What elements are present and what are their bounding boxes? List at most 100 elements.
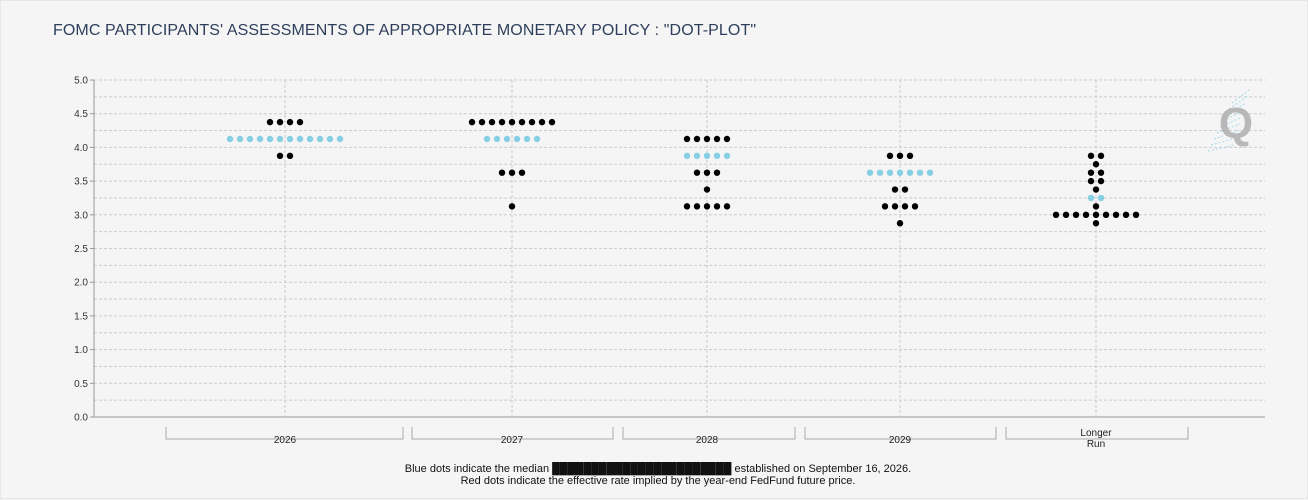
participant-dot	[296, 118, 304, 126]
participant-dot	[468, 118, 476, 126]
median-dot	[906, 169, 914, 176]
category-label: 2027	[501, 435, 524, 446]
median-dot	[866, 169, 874, 176]
y-tick-label: 0.0	[74, 413, 88, 424]
red-dots-note: Red dots indicate the effective rate imp…	[460, 475, 856, 487]
participant-dot	[1102, 211, 1110, 218]
participant-dot	[1072, 211, 1080, 218]
participant-dot	[1097, 169, 1105, 176]
q-logo: Q	[1207, 88, 1253, 152]
participant-dot	[886, 152, 894, 160]
participant-dot	[881, 203, 889, 210]
participant-dot	[683, 135, 691, 143]
median-dot	[503, 135, 511, 143]
median-dot	[1097, 194, 1105, 202]
logo-stroke	[1216, 123, 1241, 134]
median-dot	[236, 135, 244, 143]
participant-dot	[901, 203, 909, 210]
median-dot	[266, 135, 274, 143]
participant-dot	[266, 118, 274, 126]
participant-dot	[276, 152, 284, 160]
participant-dot	[713, 169, 721, 176]
participant-dot	[703, 169, 711, 176]
participant-dot	[1097, 177, 1105, 185]
participant-dot	[906, 152, 914, 160]
participant-dot	[693, 203, 701, 210]
category-bracket	[165, 427, 404, 440]
logo-letter: Q	[1219, 99, 1253, 148]
chart-title: FOMC PARTICIPANTS' ASSESSMENTS OF APPROP…	[53, 22, 757, 39]
participant-dot	[1092, 211, 1100, 218]
participant-dot	[713, 135, 721, 143]
y-tick-label: 4.0	[74, 143, 88, 154]
participant-dot	[723, 135, 731, 143]
logo-lines	[1207, 88, 1251, 152]
category-bracket	[622, 427, 796, 440]
median-dot	[693, 152, 701, 160]
participant-dot	[1132, 211, 1140, 218]
participant-dot	[498, 118, 506, 126]
median-dot	[533, 135, 541, 143]
median-dot	[876, 169, 884, 176]
participant-dot	[1092, 220, 1100, 227]
median-dot	[713, 152, 721, 160]
participant-dot	[1097, 152, 1105, 160]
participant-dot	[286, 118, 294, 126]
participant-dot	[478, 118, 486, 126]
median-dot	[286, 135, 294, 143]
participant-dot	[683, 203, 691, 210]
participant-dot	[891, 186, 899, 193]
median-dot	[513, 135, 521, 143]
median-dot	[916, 169, 924, 176]
dots-layer	[226, 118, 1140, 227]
participant-dot	[508, 203, 516, 210]
y-tick-label: 5.0	[74, 76, 88, 87]
y-tick-label: 0.5	[74, 379, 88, 390]
median-note: Blue dots indicate the median ██████████…	[404, 463, 912, 475]
category-bracket	[1005, 427, 1189, 440]
participant-dot	[488, 118, 496, 126]
participant-dot	[1087, 169, 1095, 176]
participant-dot	[901, 186, 909, 193]
participant-dot	[703, 186, 711, 193]
participant-dot	[1082, 211, 1090, 218]
category-label: 2026	[274, 435, 297, 446]
participant-dot	[1092, 203, 1100, 210]
participant-dot	[1092, 186, 1100, 193]
category-bracket	[804, 427, 997, 440]
median-dot	[276, 135, 284, 143]
y-tick-label: 2.0	[74, 278, 88, 289]
median-dot	[336, 135, 344, 143]
median-dot	[483, 135, 491, 143]
logo-stroke	[1210, 137, 1237, 146]
participant-dot	[1112, 211, 1120, 218]
y-axis: 0.0 0.5 1.0 1.5 2.0 2.5 3.0 3.5 4.0 4.5 5.0	[74, 76, 1265, 424]
participant-dot	[518, 169, 526, 176]
participant-dot	[896, 220, 904, 227]
y-tick-label: 3.5	[74, 177, 88, 188]
y-tick-label: 3.0	[74, 210, 88, 221]
median-dot	[683, 152, 691, 160]
category-label: 2028	[696, 435, 719, 446]
y-tick-label: 2.5	[74, 244, 88, 255]
category-label: 2029	[889, 435, 912, 446]
median-dot	[493, 135, 501, 143]
participant-dot	[703, 203, 711, 210]
participant-dot	[713, 203, 721, 210]
category-label: Run	[1087, 439, 1105, 450]
median-dot	[296, 135, 304, 143]
participant-dot	[1052, 211, 1060, 218]
logo-stroke	[1207, 144, 1235, 152]
participant-dot	[693, 169, 701, 176]
median-dot	[523, 135, 531, 143]
median-dot	[246, 135, 254, 143]
participant-dot	[498, 169, 506, 176]
median-dot	[896, 169, 904, 176]
median-dot	[326, 135, 334, 143]
participant-dot	[723, 203, 731, 210]
median-dot	[256, 135, 264, 143]
participant-dot	[528, 118, 536, 126]
